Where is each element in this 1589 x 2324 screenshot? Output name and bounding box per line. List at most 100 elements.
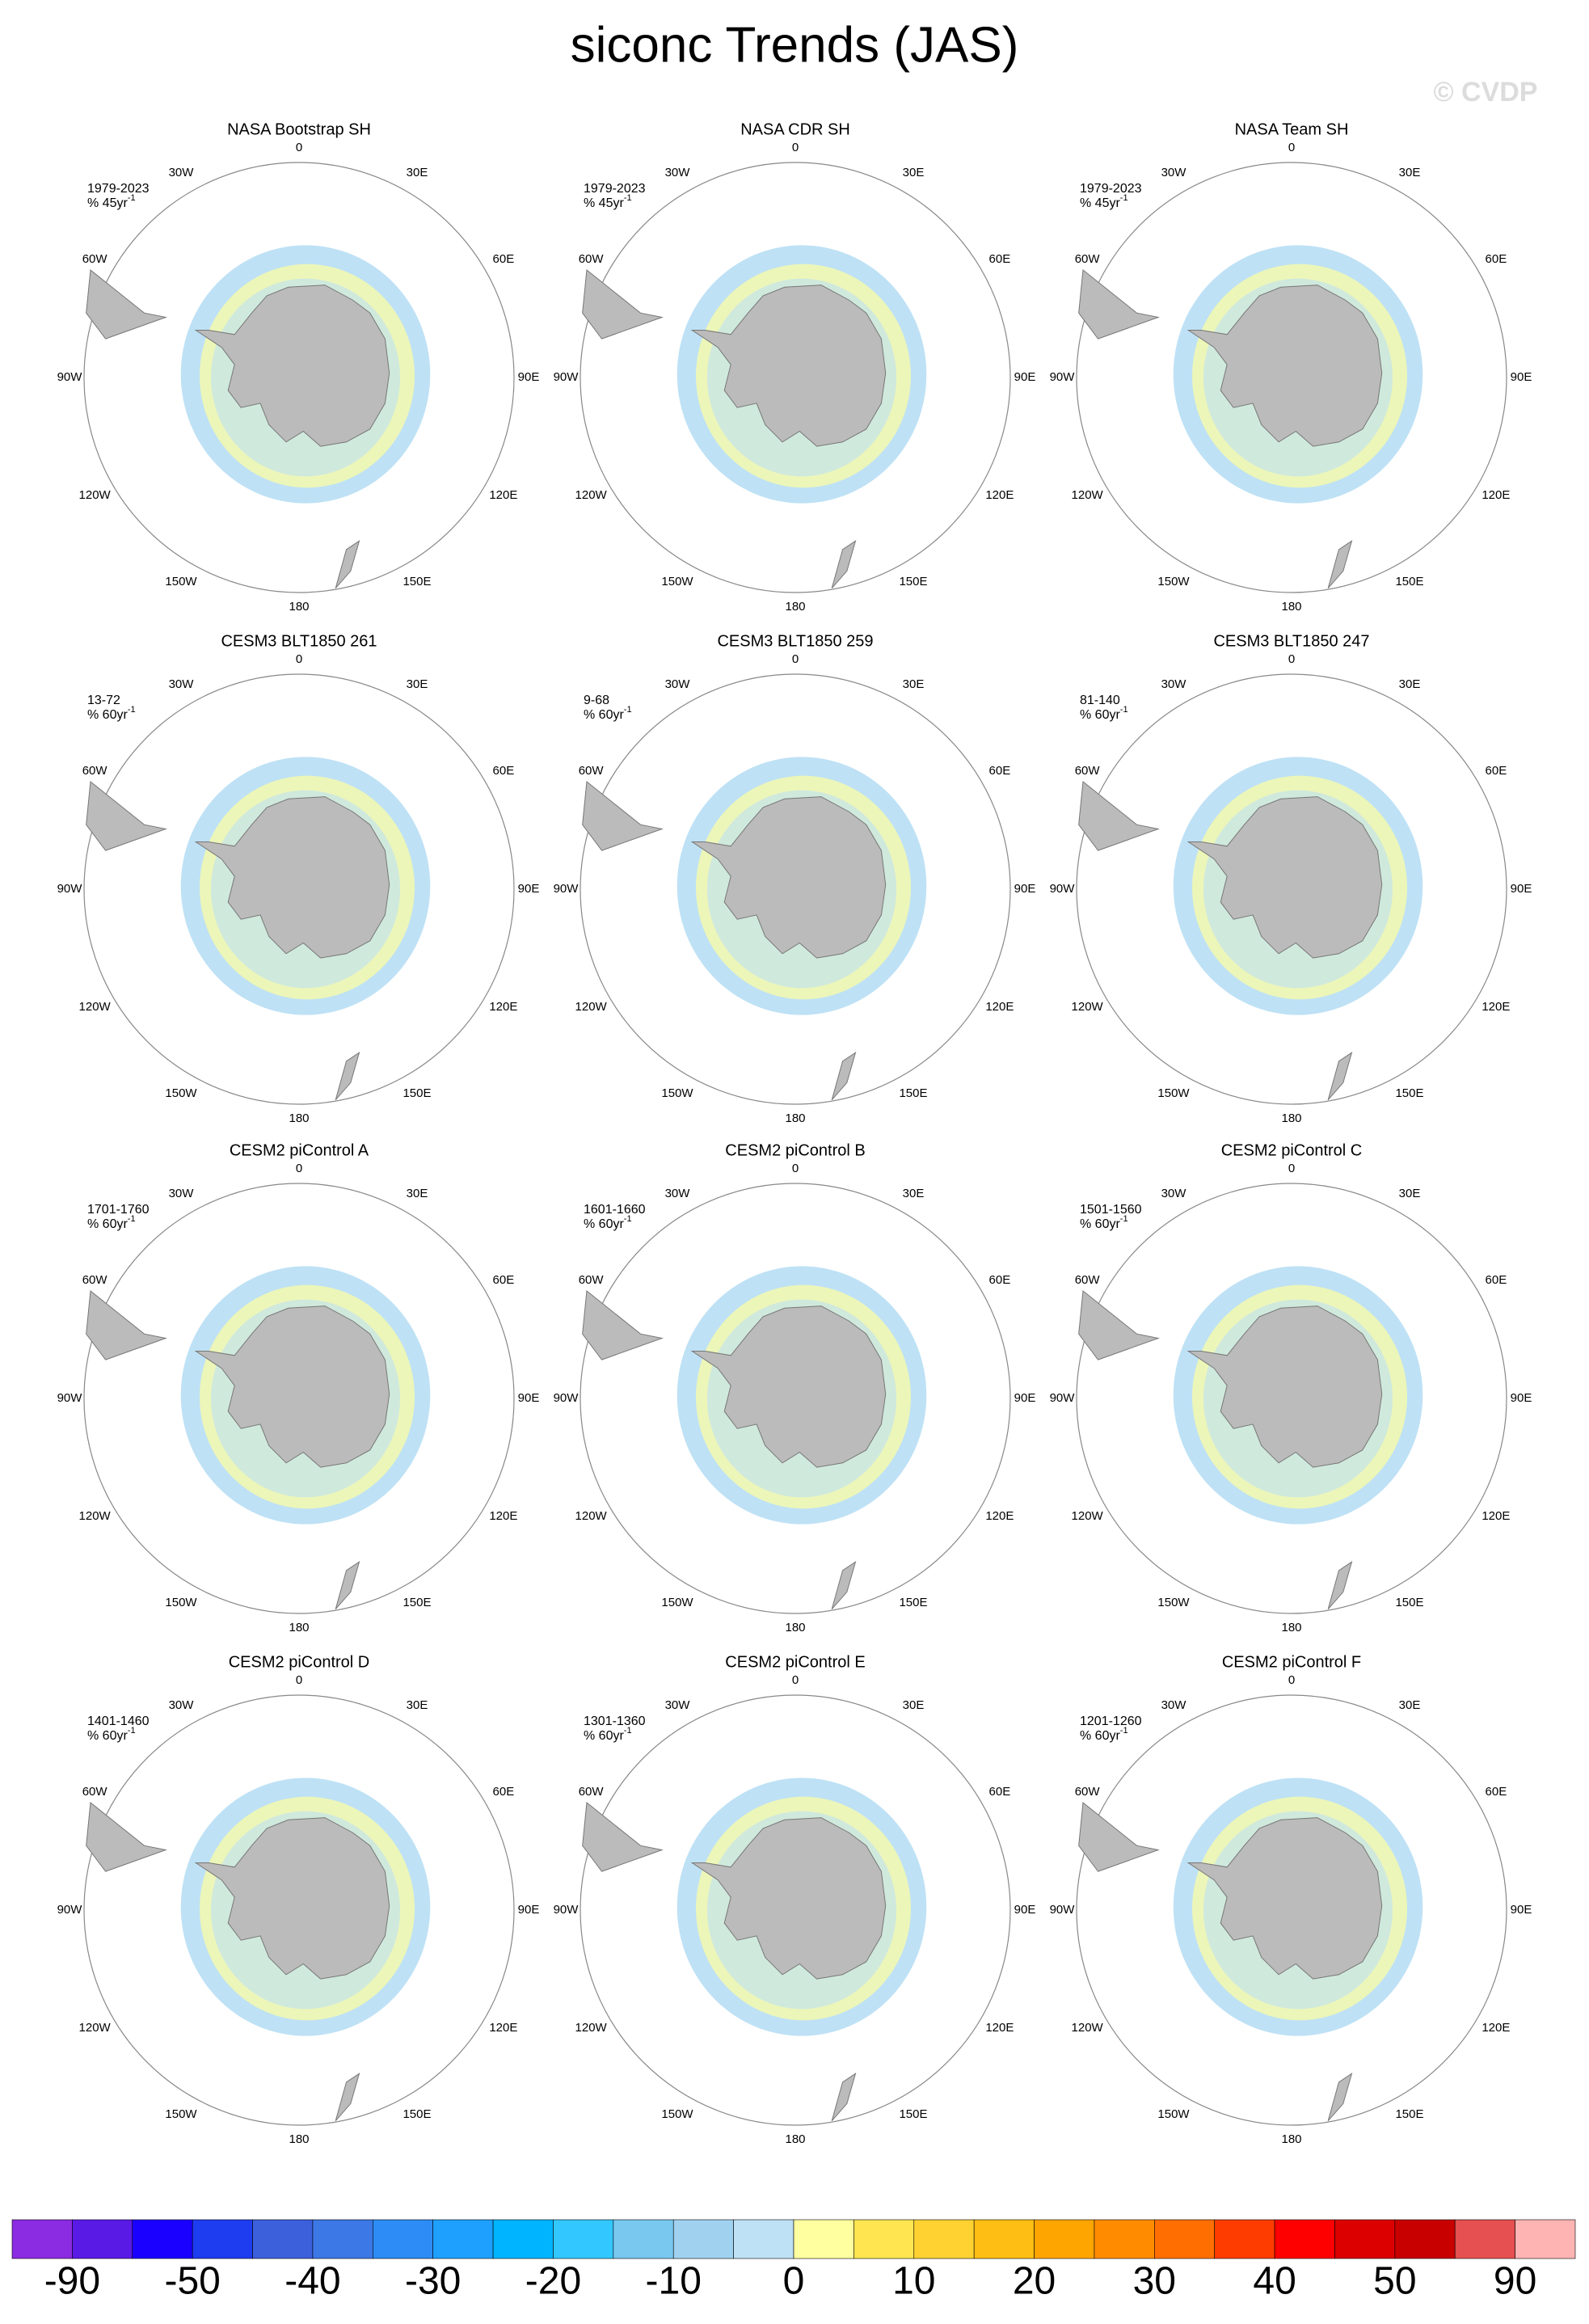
- panel-title: CESM2 piControl E: [725, 1653, 865, 1671]
- colorbar-label: 40: [1253, 2260, 1296, 2303]
- panel-period: 1401-1460: [87, 1715, 150, 1728]
- panel-units: % 60yr-1: [87, 1214, 136, 1231]
- longitude-label: 60E: [989, 764, 1011, 778]
- panel-period: 1301-1360: [584, 1715, 646, 1728]
- colorbar-box: [672, 2219, 734, 2259]
- longitude-label: 90W: [57, 370, 83, 384]
- antarctica: [1186, 285, 1383, 447]
- longitude-label: 90W: [57, 882, 83, 896]
- map-panel: CESM2 piControl D 1401-1460% 60yr-1 0 30E 60…: [57, 1653, 540, 2146]
- longitude-label: 120E: [1482, 488, 1510, 502]
- longitude-label: 120E: [985, 1509, 1014, 1523]
- antarctica: [194, 796, 390, 959]
- units-superscript: -1: [1120, 705, 1128, 715]
- colorbar-box: [432, 2219, 494, 2259]
- panel-units: % 45yr-1: [87, 193, 136, 210]
- longitude-label: 120E: [489, 488, 517, 502]
- panel-title: CESM3 BLT1850 259: [717, 632, 873, 650]
- panel-units: % 60yr-1: [87, 1726, 136, 1743]
- longitude-label: 150W: [661, 575, 693, 588]
- longitude-label: 180: [289, 600, 309, 614]
- antarctica: [690, 285, 887, 447]
- units-superscript: -1: [1120, 1214, 1128, 1224]
- longitude-label: 30E: [903, 166, 925, 179]
- longitude-label: 60W: [82, 1273, 108, 1287]
- colorbar-box: [1334, 2219, 1396, 2259]
- units-text: % 60yr: [584, 1217, 624, 1231]
- longitude-label: 180: [785, 1621, 805, 1634]
- longitude-label: 90W: [554, 882, 580, 896]
- longitude-label: 120W: [575, 1509, 608, 1523]
- units-superscript: -1: [128, 193, 136, 203]
- longitude-label: 90W: [57, 1903, 83, 1917]
- units-superscript: -1: [624, 193, 632, 203]
- longitude-label: 90E: [1014, 370, 1036, 384]
- longitude-label: 150W: [1157, 1086, 1190, 1100]
- antarctica: [194, 1305, 390, 1468]
- units-superscript: -1: [128, 1726, 136, 1736]
- longitude-label: 60W: [82, 1785, 108, 1799]
- map-panel: NASA Team SH 1979-2023% 45yr-1 0 30E 60E 90E 1…: [1050, 120, 1532, 614]
- longitude-label: 30W: [1161, 1187, 1187, 1200]
- longitude-label: 60E: [493, 1785, 515, 1799]
- colorbar-box: [1154, 2219, 1215, 2259]
- new-zealand: [1327, 539, 1353, 589]
- colorbar-label: 0: [783, 2260, 805, 2303]
- units-superscript: -1: [624, 705, 632, 715]
- new-zealand: [831, 539, 857, 589]
- longitude-label: 120W: [79, 2021, 112, 2035]
- colorbar-box: [854, 2219, 915, 2259]
- longitude-label: 180: [289, 1621, 309, 1634]
- antarctica: [194, 1817, 390, 1980]
- longitude-label: 180: [785, 1111, 805, 1125]
- longitude-label: 180: [1281, 1621, 1301, 1634]
- longitude-label: 30W: [665, 1698, 691, 1712]
- panel-period: 81-140: [1080, 694, 1120, 707]
- longitude-label: 60E: [493, 252, 515, 266]
- colorbar-box: [72, 2219, 133, 2259]
- longitude-label: 90E: [518, 1391, 540, 1405]
- colorbar-label: 10: [892, 2260, 935, 2303]
- south-america: [1078, 781, 1160, 851]
- map-panel: CESM2 piControl E 1301-1360% 60yr-1 0 30E 60…: [554, 1653, 1036, 2146]
- longitude-label: 150W: [661, 1086, 693, 1100]
- south-america: [1078, 1802, 1160, 1872]
- new-zealand: [831, 1560, 857, 1610]
- longitude-label: 180: [1281, 600, 1301, 614]
- new-zealand: [831, 1051, 857, 1101]
- units-text: % 45yr: [1080, 196, 1120, 210]
- units-text: % 60yr: [1080, 1729, 1120, 1743]
- watermark: © CVDP: [1434, 77, 1538, 108]
- longitude-label: 90W: [554, 370, 580, 384]
- map-panel: CESM2 piControl F 1201-1260% 60yr-1 0 30E 60…: [1050, 1653, 1532, 2146]
- new-zealand: [335, 1560, 360, 1610]
- antarctica: [1186, 1305, 1383, 1468]
- colorbar-box: [11, 2219, 73, 2259]
- colorbar-box: [312, 2219, 373, 2259]
- longitude-label: 120W: [575, 488, 608, 502]
- longitude-label: 0: [296, 141, 302, 154]
- colorbar-box: [492, 2219, 554, 2259]
- map-panel: CESM3 BLT1850 259 9-68% 60yr-1 0 30E 60E 90E 1…: [554, 632, 1036, 1125]
- longitude-label: 120W: [575, 2021, 608, 2035]
- longitude-label: 120E: [489, 1509, 517, 1523]
- longitude-label: 150W: [1157, 1596, 1190, 1609]
- longitude-label: 150W: [661, 2107, 693, 2121]
- longitude-label: 30W: [169, 1187, 195, 1200]
- colorbar-box: [613, 2219, 674, 2259]
- longitude-label: 90E: [1014, 1903, 1036, 1917]
- units-text: % 60yr: [1080, 708, 1120, 722]
- longitude-label: 120W: [79, 1000, 112, 1014]
- panel-units: % 60yr-1: [584, 705, 632, 722]
- longitude-label: 120W: [1072, 2021, 1104, 2035]
- longitude-label: 0: [792, 1162, 799, 1175]
- longitude-label: 120E: [1482, 1000, 1510, 1014]
- figure-title: siconc Trends (JAS): [571, 17, 1019, 73]
- longitude-label: 120E: [1482, 2021, 1510, 2035]
- panel-title: CESM2 piControl C: [1221, 1141, 1363, 1159]
- south-america: [1078, 1290, 1160, 1360]
- map-panel: CESM3 BLT1850 261 13-72% 60yr-1 0 30E 60E 90E…: [57, 632, 540, 1125]
- antarctica: [1186, 796, 1383, 959]
- colorbar-box: [1515, 2219, 1576, 2259]
